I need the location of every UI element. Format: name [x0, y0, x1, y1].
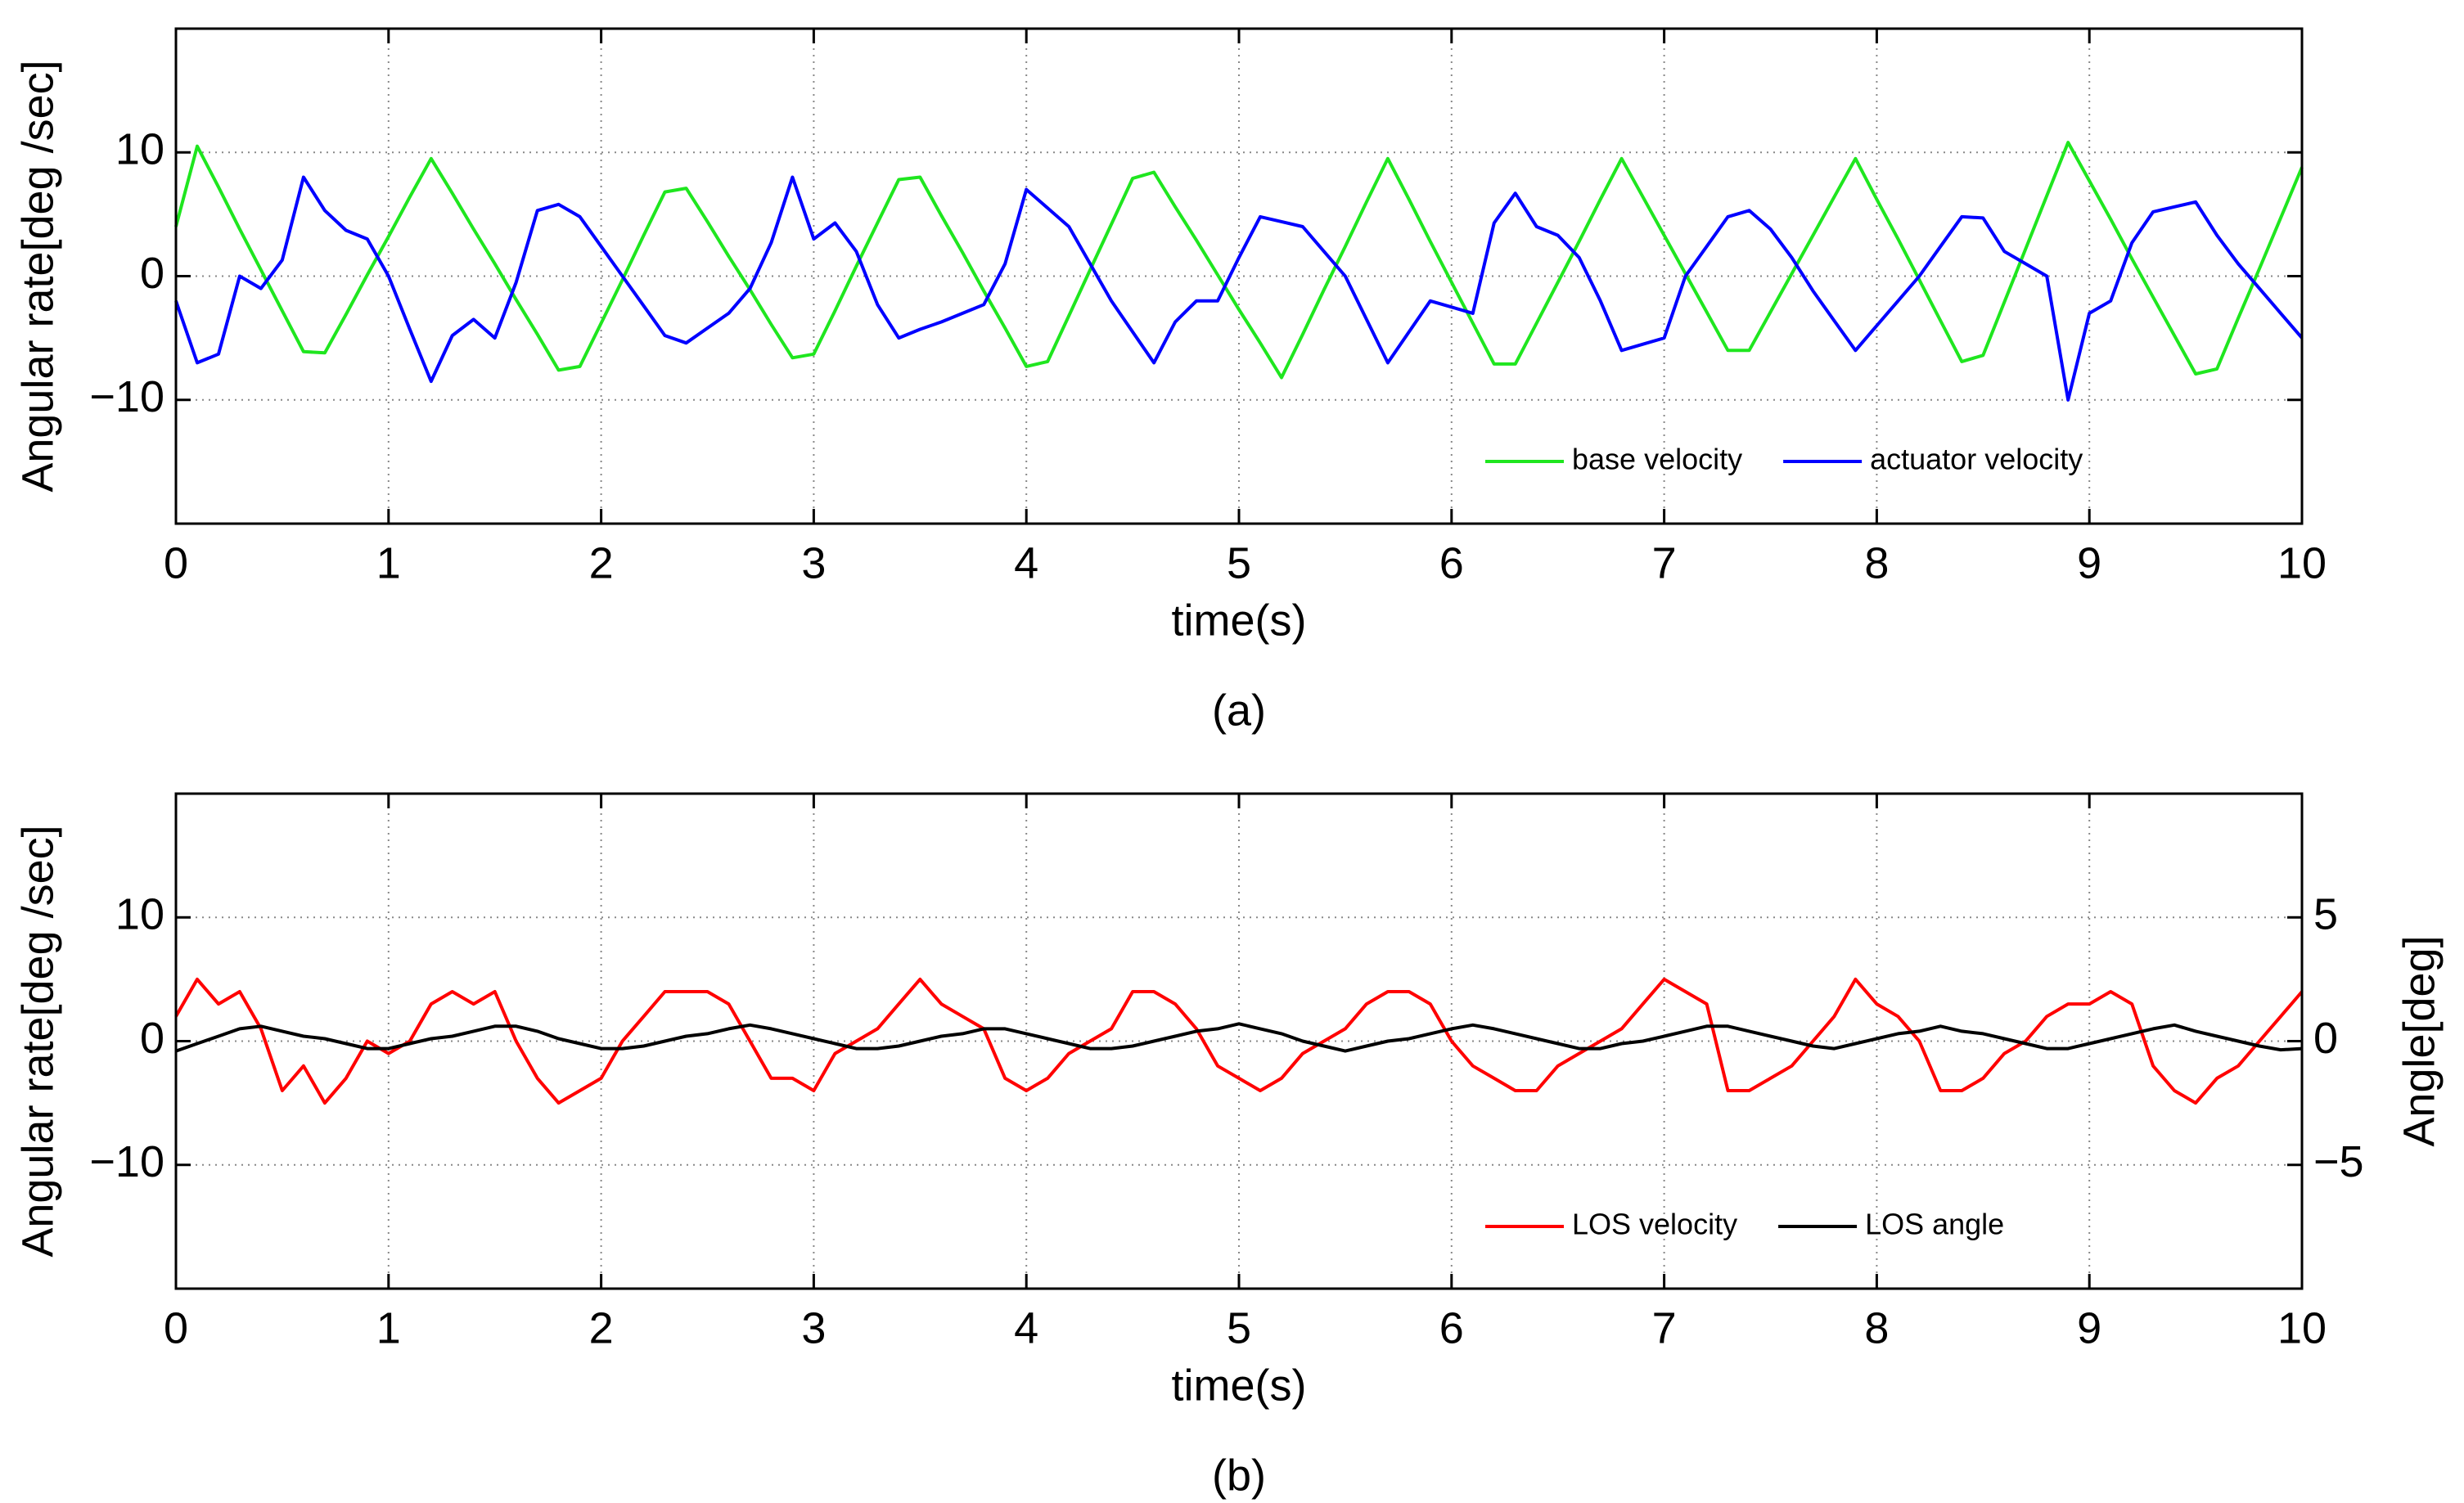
- x-axis-label: time(s): [1172, 1361, 1307, 1410]
- x-tick-label: 0: [164, 1303, 188, 1352]
- y2-axis-label: Angle[deg]: [2394, 935, 2444, 1146]
- legend-label: LOS velocity: [1572, 1208, 1737, 1241]
- x-tick-label: 5: [1227, 1303, 1251, 1352]
- y2-tick-label: 0: [2313, 1014, 2338, 1063]
- y-tick-label: 0: [140, 1014, 164, 1063]
- y-axis-label: Angular rate[deg /sec]: [13, 825, 62, 1257]
- series-line: [174, 175, 2304, 402]
- y-tick-label: 10: [115, 125, 164, 174]
- x-tick-label: 8: [1864, 538, 1889, 587]
- x-axis-label: time(s): [1172, 596, 1307, 645]
- legend-label: LOS angle: [1865, 1208, 2004, 1241]
- plot-frame: [174, 792, 2304, 1290]
- x-tick-label: 4: [1014, 538, 1038, 587]
- y-axis-label: Angular rate[deg /sec]: [13, 60, 62, 492]
- x-tick-label: 8: [1864, 1303, 1889, 1352]
- y-tick-label: 10: [115, 890, 164, 939]
- x-tick-label: 0: [164, 538, 188, 587]
- subplot: 0 1 2 3 4 5 6 7 8 9 10 −10 0 10 time(s) Angular rate[de…: [13, 27, 2327, 735]
- y2-tick-label: −5: [2313, 1137, 2364, 1186]
- x-tick-label: 6: [1439, 1303, 1464, 1352]
- x-tick-label: 9: [2077, 1303, 2101, 1352]
- series-line: [174, 141, 2304, 380]
- legend-label: base velocity: [1572, 443, 1742, 476]
- legend-label: actuator velocity: [1870, 443, 2083, 476]
- x-tick-label: 9: [2077, 538, 2101, 587]
- caption: (b): [1212, 1451, 1266, 1500]
- y-tick-label: 0: [140, 249, 164, 298]
- x-tick-label: 10: [2277, 538, 2327, 587]
- x-tick-label: 1: [376, 1303, 401, 1352]
- x-tick-label: 4: [1014, 1303, 1038, 1352]
- x-tick-label: 2: [589, 538, 614, 587]
- series-line: [175, 1022, 2303, 1053]
- series-line: [174, 977, 2304, 1105]
- x-tick-label: 2: [589, 1303, 614, 1352]
- caption: (a): [1212, 686, 1266, 735]
- x-tick-label: 6: [1439, 538, 1464, 587]
- y-tick-label: −10: [89, 372, 164, 421]
- x-tick-label: 3: [801, 1303, 826, 1352]
- x-tick-label: 7: [1652, 1303, 1677, 1352]
- subplot: 0 1 2 3 4 5 6 7 8 9 10 −10 0 10 −5 0 5 time(s) Angular rat…: [13, 792, 2444, 1500]
- x-tick-label: 7: [1652, 538, 1677, 587]
- x-tick-label: 3: [801, 538, 826, 587]
- y-tick-label: −10: [89, 1137, 164, 1186]
- x-tick-label: 10: [2277, 1303, 2327, 1352]
- y2-tick-label: 5: [2313, 890, 2338, 939]
- x-tick-label: 5: [1227, 538, 1251, 587]
- plot-frame: [174, 27, 2304, 525]
- x-tick-label: 1: [376, 538, 401, 587]
